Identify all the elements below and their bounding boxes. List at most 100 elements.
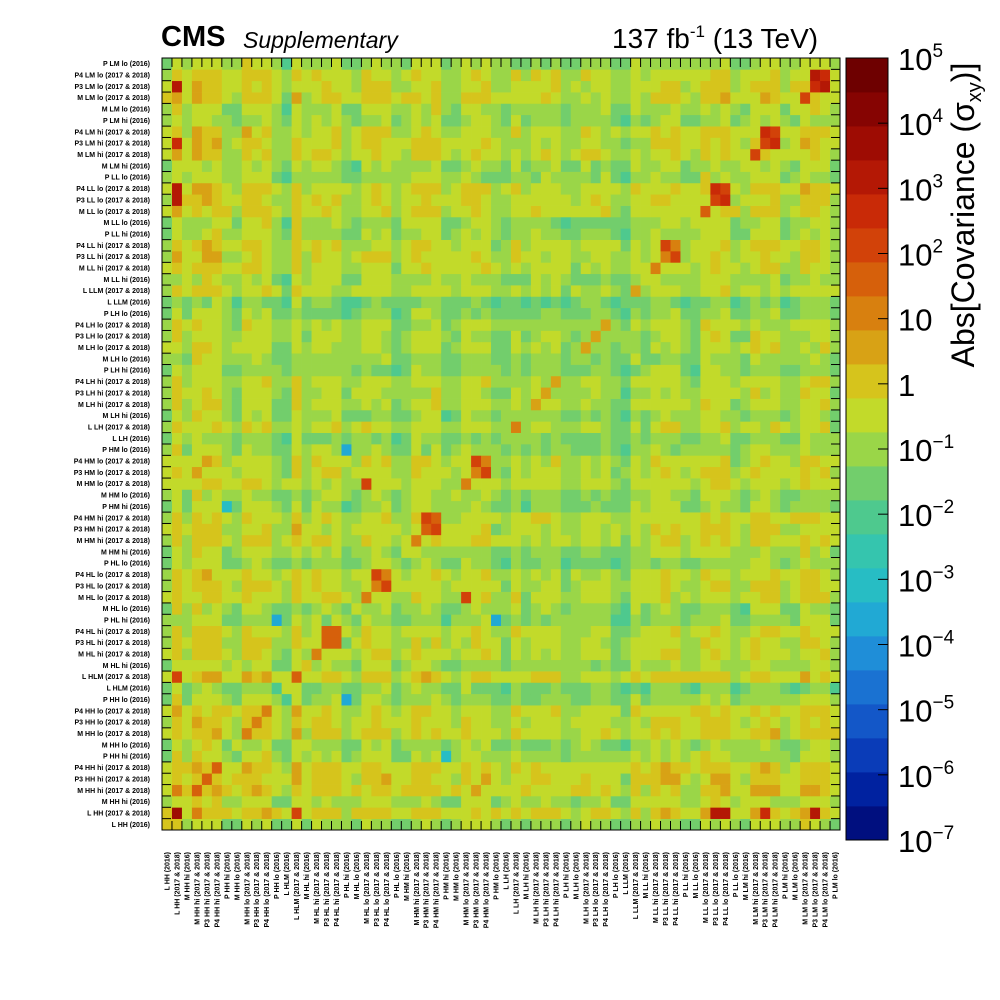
heatmap-cell <box>530 807 542 819</box>
heatmap-cell <box>590 489 602 502</box>
heatmap-cell <box>640 807 651 819</box>
heatmap-cell <box>421 512 432 524</box>
heatmap-cell <box>311 568 322 581</box>
heatmap-cell <box>211 353 223 365</box>
heatmap-cell <box>431 103 442 116</box>
heatmap-cell <box>381 705 392 717</box>
heatmap-cell <box>690 682 701 695</box>
heatmap-cell <box>301 228 312 240</box>
heatmap-cell <box>431 251 442 263</box>
heatmap-cell <box>710 58 721 70</box>
heatmap-cell <box>321 648 332 661</box>
heatmap-cell <box>650 307 661 320</box>
heatmap-cell <box>680 216 691 229</box>
heatmap-cell <box>361 216 372 229</box>
heatmap-cell <box>251 602 263 615</box>
heatmap-cell <box>401 262 412 275</box>
heatmap-cell <box>820 478 831 490</box>
heatmap-cell <box>700 80 711 93</box>
heatmap-cell <box>660 682 671 695</box>
heatmap-cell <box>700 205 711 218</box>
heatmap-cell <box>710 307 721 320</box>
heatmap-cell <box>371 500 382 513</box>
heatmap-cell <box>750 80 761 93</box>
heatmap-cell <box>501 500 512 513</box>
heatmap-cell <box>351 546 362 558</box>
heatmap-cell <box>820 693 831 706</box>
heatmap-cell <box>351 421 362 433</box>
heatmap-cell <box>391 739 402 751</box>
heatmap-cell <box>590 671 602 683</box>
heatmap-cell <box>830 625 841 638</box>
heatmap-cell <box>610 307 621 320</box>
heatmap-cell <box>670 625 681 638</box>
heatmap-cell <box>291 807 302 819</box>
heatmap-cell <box>700 296 711 309</box>
heatmap-cell <box>401 602 412 615</box>
heatmap-cell <box>241 705 253 717</box>
heatmap-cell <box>251 285 263 297</box>
heatmap-cell <box>770 114 781 127</box>
heatmap-cell <box>600 114 612 127</box>
heatmap-cell <box>371 375 382 388</box>
heatmap-cell <box>331 262 342 275</box>
heatmap-cell <box>580 671 592 683</box>
heatmap-cell <box>162 319 173 331</box>
heatmap-cell <box>371 557 382 570</box>
heatmap-cell <box>530 239 542 252</box>
heatmap-cell <box>491 648 502 661</box>
heatmap-cell <box>361 773 372 785</box>
heatmap-cell <box>241 602 253 615</box>
heatmap-cell <box>481 273 492 286</box>
heatmap-cell <box>162 421 173 433</box>
heatmap-cell <box>710 273 721 286</box>
heatmap-cell <box>311 716 322 729</box>
heatmap-cell <box>600 126 612 138</box>
heatmap-cell <box>281 705 292 717</box>
heatmap-cell <box>201 353 213 365</box>
heatmap-cell <box>441 364 452 377</box>
heatmap-cell <box>700 500 711 513</box>
heatmap-cell <box>830 341 841 354</box>
heatmap-cell <box>431 58 442 70</box>
heatmap-cell <box>271 69 282 82</box>
heatmap-cell <box>650 319 661 331</box>
heatmap-cell <box>570 625 582 638</box>
heatmap-cell <box>680 194 691 206</box>
heatmap-cell <box>271 784 282 797</box>
heatmap-cell <box>650 478 661 490</box>
heatmap-cell <box>580 614 592 626</box>
heatmap-cell <box>520 818 532 831</box>
heatmap-cell <box>800 795 811 808</box>
heatmap-cell <box>700 795 711 808</box>
heatmap-cell <box>700 216 711 229</box>
heatmap-cell <box>181 251 193 263</box>
heatmap-cell <box>351 602 362 615</box>
heatmap-cell <box>361 750 372 763</box>
heatmap-cell <box>301 387 312 399</box>
heatmap-cell <box>481 614 492 626</box>
heatmap-cell <box>640 216 651 229</box>
heatmap-cell <box>301 421 312 433</box>
heatmap-cell <box>620 466 631 479</box>
heatmap-cell <box>471 69 482 82</box>
heatmap-cell <box>530 137 542 150</box>
heatmap-cell <box>281 194 292 206</box>
heatmap-cell <box>550 239 562 252</box>
heatmap-cell <box>231 512 243 524</box>
heatmap-cell <box>550 602 562 615</box>
y-tick-label: P4 LM hi (2017 & 2018) <box>75 129 150 136</box>
y-tick-label: L HH (2017 & 2018) <box>87 810 150 817</box>
heatmap-cell <box>670 648 681 661</box>
heatmap-cell <box>441 398 452 411</box>
heatmap-cell <box>720 114 731 127</box>
heatmap-cell <box>281 761 292 774</box>
heatmap-cell <box>750 682 761 695</box>
heatmap-cell <box>770 398 781 411</box>
heatmap-cell <box>640 534 651 547</box>
heatmap-cell <box>680 148 691 161</box>
heatmap-cell <box>540 273 552 286</box>
heatmap-cell <box>550 341 562 354</box>
heatmap-cell <box>580 409 592 422</box>
heatmap-cell <box>401 353 412 365</box>
